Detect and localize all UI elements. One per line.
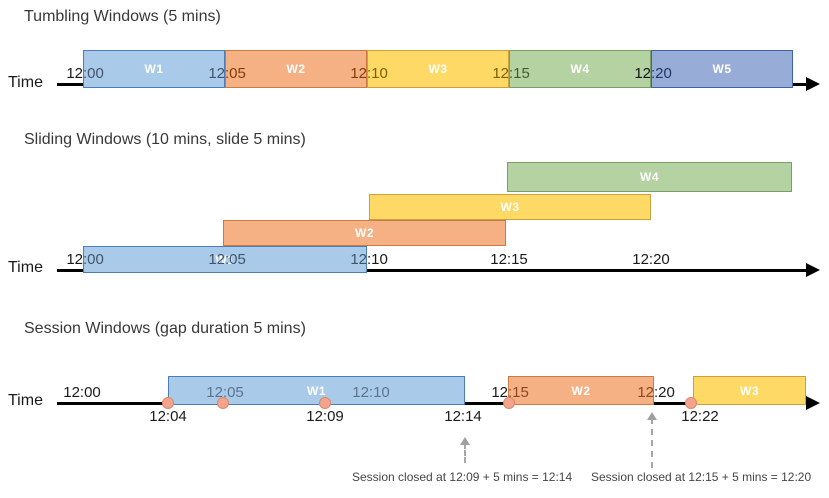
tick-text: 12:20 <box>632 251 670 268</box>
tick-text-left: 12 <box>350 65 367 82</box>
section-title-sliding: Sliding Windows (10 mins, slide 5 mins) <box>24 131 306 148</box>
tick-text-right: :15 <box>509 65 530 82</box>
event-dot-icon <box>685 397 697 409</box>
window-bar-w5: W5 <box>651 50 793 88</box>
tick-text-right: :00 <box>83 65 104 82</box>
tick-text-left: 12 <box>634 65 651 82</box>
event-time-label: 12:22 <box>681 408 719 425</box>
dashed-up-arrow-icon <box>464 443 466 463</box>
dashed-up-arrow-icon <box>651 418 653 468</box>
window-bar-label: W3 <box>740 383 759 398</box>
window-bar-w3: W3 <box>367 50 509 88</box>
tick-text-left: 12 <box>637 384 654 401</box>
window-bar-label: W2 <box>355 226 374 240</box>
tick-text: 12:05 <box>206 384 244 401</box>
tick-text-left: 12 <box>66 65 83 82</box>
event-time-label: 12:09 <box>306 408 344 425</box>
window-bar-label: W3 <box>500 200 520 214</box>
window-bar-w4: W4 <box>507 162 792 192</box>
timeline <box>57 269 806 272</box>
window-bar-w1: W1 <box>83 50 225 88</box>
session-closed-note: Session closed at 12:15 + 5 mins = 12:20 <box>591 470 812 484</box>
tick-text-right: :20 <box>654 384 675 401</box>
tick-text: 12:15 <box>490 251 528 268</box>
window-bar-label: W4 <box>570 62 590 76</box>
window-bar-w3: W3 <box>693 376 806 405</box>
tick-text-right: :05 <box>225 65 246 82</box>
window-bar-w2: W2 <box>223 220 506 246</box>
tick-text: 12:00 <box>63 384 101 401</box>
tick-text: 12:10 <box>352 384 390 401</box>
tick-text-left: 12 <box>208 251 225 268</box>
section-title-session: Session Windows (gap duration 5 mins) <box>24 320 306 337</box>
window-bar-label: W2 <box>286 62 306 76</box>
window-bar-w4: W4 <box>509 50 651 88</box>
dashed-up-arrowhead-icon <box>647 412 657 420</box>
tick-text-left: 12 <box>492 65 509 82</box>
timeline-arrowhead-icon <box>806 77 820 91</box>
event-dot-icon <box>503 397 515 409</box>
dashed-up-arrowhead-icon <box>460 437 470 445</box>
tick-text-right: :00 <box>83 251 104 268</box>
window-bar-label: W3 <box>428 62 448 76</box>
window-bar-w1: W1 <box>83 246 367 273</box>
tick-text-right: :20 <box>651 65 672 82</box>
event-time-label: 12:14 <box>444 408 482 425</box>
time-axis-label: Time <box>8 259 43 276</box>
tick-text-left: 12 <box>350 251 367 268</box>
tick-text-left: 12 <box>66 251 83 268</box>
window-bar-label: W4 <box>640 170 659 184</box>
tick-text-right: :15 <box>508 384 529 401</box>
window-bar-label: W1 <box>307 383 326 398</box>
tick-text-left: 12 <box>491 384 508 401</box>
window-bar-w2: W2 <box>508 376 654 405</box>
event-dot-icon <box>319 397 331 409</box>
timeline-arrowhead-icon <box>806 396 820 410</box>
tick-text-left: 12 <box>208 65 225 82</box>
section-title-tumbling: Tumbling Windows (5 mins) <box>24 8 221 25</box>
timeline-arrowhead-icon <box>806 263 820 277</box>
window-bar-label: W2 <box>571 383 591 398</box>
time-axis-label: Time <box>8 392 43 409</box>
window-bar-w3: W3 <box>369 194 651 220</box>
tick-text-right: :05 <box>225 251 246 268</box>
window-bar-label: W1 <box>215 252 235 267</box>
tick-text-right: :10 <box>367 65 388 82</box>
window-bar-label: W1 <box>144 62 164 76</box>
session-closed-note: Session closed at 12:09 + 5 mins = 12:14 <box>352 470 573 484</box>
window-bar-label: W5 <box>712 62 732 76</box>
window-bar-w2: W2 <box>225 50 367 88</box>
event-time-label: 12:04 <box>149 408 187 425</box>
event-dot-icon <box>217 397 229 409</box>
time-axis-label: Time <box>8 74 43 91</box>
tick-text-right: :10 <box>367 251 388 268</box>
event-dot-icon <box>162 397 174 409</box>
